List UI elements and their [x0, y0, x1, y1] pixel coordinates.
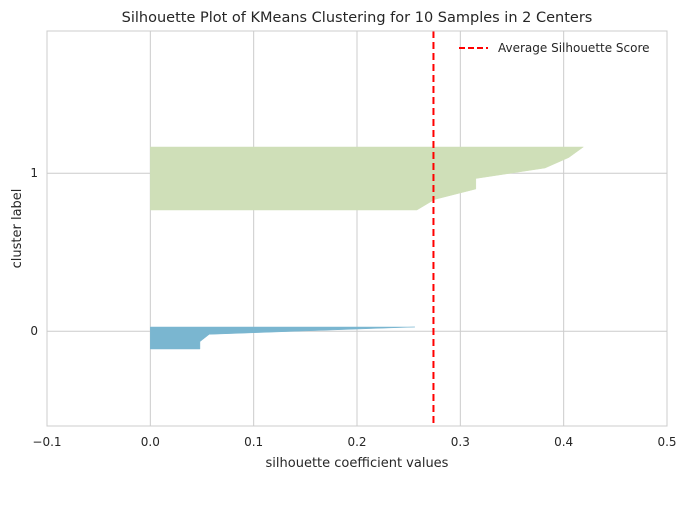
plot-area — [46, 30, 668, 427]
x-tick-labels: −0.1 0.0 0.1 0.2 0.3 0.4 0.5 — [32, 435, 676, 449]
y-axis-label: cluster label — [10, 189, 25, 269]
clusters — [150, 146, 585, 350]
cluster-1-silhouette — [150, 146, 585, 211]
x-tick-label: 0.1 — [244, 435, 263, 449]
x-tick-label: 0.3 — [451, 435, 470, 449]
legend: Average Silhouette Score — [459, 41, 650, 55]
y-tick-labels: 01 — [30, 166, 38, 338]
x-tick-label: 0.2 — [347, 435, 366, 449]
chart-title: Silhouette Plot of KMeans Clustering for… — [122, 10, 593, 26]
y-tick-label: 1 — [30, 166, 38, 180]
cluster-0-silhouette — [150, 326, 415, 350]
x-tick-label: −0.1 — [32, 435, 61, 449]
plot-frame — [46, 30, 668, 427]
legend-label-average-score: Average Silhouette Score — [498, 41, 650, 55]
y-tick-label: 0 — [30, 324, 38, 338]
x-tick-label: 0.4 — [554, 435, 573, 449]
x-tick-label: 0.0 — [141, 435, 160, 449]
x-axis-label: silhouette coefficient values — [266, 456, 449, 471]
x-tick-label: 0.5 — [657, 435, 676, 449]
